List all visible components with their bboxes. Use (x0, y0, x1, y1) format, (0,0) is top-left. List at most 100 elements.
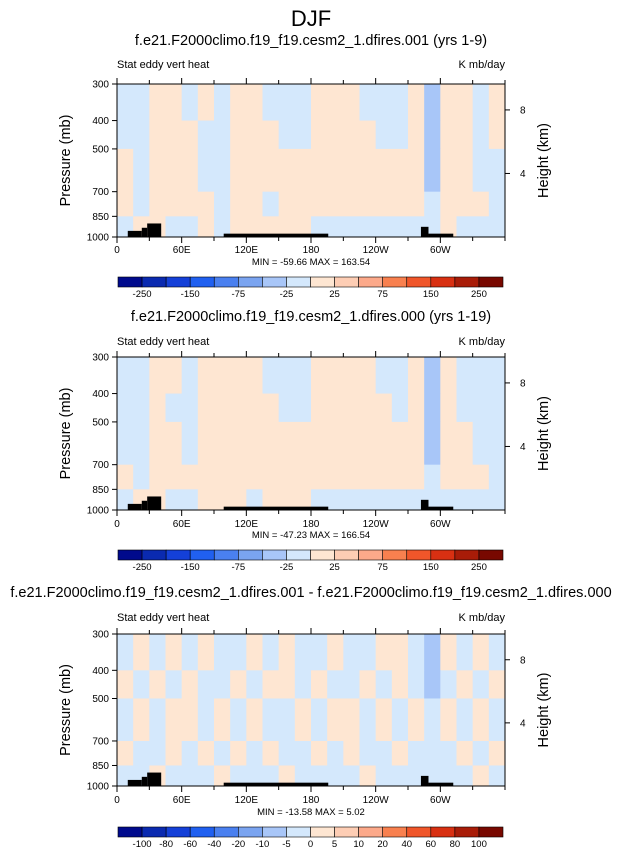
contour-cell (375, 393, 393, 423)
contour-cell (311, 357, 328, 395)
colorbar-label: -100 (133, 839, 152, 850)
x-tick-label: 0 (114, 245, 120, 256)
colorbar-label: 150 (423, 562, 439, 573)
colorbar-box (286, 826, 311, 838)
y2-tick-label: 4 (520, 718, 526, 729)
colorbar-box (213, 276, 239, 288)
contour-cell (165, 740, 183, 766)
contour-cell (181, 670, 199, 699)
colorbar-label: 60 (426, 839, 437, 850)
contour-cell (440, 765, 457, 787)
contour-cell (375, 765, 393, 787)
contour-cell (165, 216, 183, 238)
contour-cell (262, 216, 280, 238)
contour-cell (440, 191, 457, 217)
contour-cell (133, 464, 150, 490)
contour-cell (408, 765, 425, 787)
x-tick-label: 120E (235, 795, 259, 806)
contour-cell (165, 393, 183, 423)
panel-3: f.e21.F2000climo.f19_f19.cesm2_1.dfires.… (10, 585, 611, 850)
colorbar-box (262, 549, 287, 561)
colorbar-box (117, 549, 143, 561)
y-tick-label: 700 (92, 736, 109, 747)
contour-cell (440, 84, 457, 122)
contour-cell (197, 634, 215, 671)
contour-cell (488, 357, 506, 395)
contour-cell (294, 191, 312, 217)
contour-cell (214, 698, 231, 742)
contour-cell (278, 421, 296, 466)
contour-cell (472, 120, 490, 150)
colorbar-label: 250 (471, 289, 487, 300)
y-axis-title: Pressure (mb) (58, 664, 74, 756)
contour-cell (278, 148, 296, 193)
contour-cell (424, 421, 441, 466)
colorbar-box (406, 549, 432, 561)
colorbar-box (358, 826, 383, 838)
colorbar-box (238, 549, 263, 561)
contour-cell (278, 120, 296, 150)
contour-cell (133, 357, 150, 395)
colorbar-label: -5 (282, 839, 290, 850)
contour-cell (294, 670, 312, 699)
contour-cell (230, 464, 247, 490)
contour-cell (343, 216, 360, 238)
colorbar-box (478, 826, 504, 838)
contour-cell (149, 634, 166, 671)
contour-cell (456, 393, 474, 423)
contour-cell (149, 698, 166, 742)
topography-mask (420, 775, 429, 786)
variable-label: Stat eddy vert heat (117, 612, 209, 624)
x-tick-label: 60W (430, 795, 451, 806)
variable-label: Stat eddy vert heat (117, 59, 209, 71)
contour-cell (472, 634, 490, 671)
contour-cell (488, 216, 506, 238)
contour-cell (165, 191, 183, 217)
contour-cell (262, 489, 280, 511)
x-tick-label: 60E (173, 795, 191, 806)
contour-cell (181, 393, 199, 423)
contour-cell (488, 765, 506, 787)
contour-cell (230, 148, 247, 193)
colorbar-label: -75 (231, 562, 245, 573)
contour-cell (181, 634, 199, 671)
contour-cell (488, 393, 506, 423)
colorbar-box (286, 276, 311, 288)
contour-cell (230, 765, 247, 787)
min-max-label: MIN = -47.23 MAX = 166.54 (252, 530, 370, 541)
contour-cell (456, 670, 474, 699)
contour-cell (311, 148, 328, 193)
colorbar-box (406, 826, 432, 838)
contour-cell (359, 634, 377, 671)
contour-cell (181, 191, 199, 217)
contour-cell (456, 421, 474, 466)
colorbar: -100 -80 -60 -40 -20 -10 -5 0 5 10 20 40 60 80 100 (117, 826, 504, 850)
contour-cell (327, 670, 344, 699)
contour-cell (472, 148, 490, 193)
units-label: K mb/day (459, 59, 506, 71)
contour-cell (262, 765, 280, 787)
y-tick-label: 850 (92, 485, 109, 496)
y-tick-label: 300 (92, 80, 109, 91)
colorbar-box (382, 549, 408, 561)
contour-cell (278, 393, 296, 423)
units-label: K mb/day (459, 336, 506, 348)
colorbar-label: 10 (353, 839, 364, 850)
colorbar-label: -150 (181, 562, 200, 573)
x-tick-label: 180 (303, 519, 320, 530)
contour-cell (424, 634, 441, 671)
units-label: K mb/day (459, 612, 506, 624)
contour-cell (230, 393, 247, 423)
contour-cell (343, 393, 360, 423)
contour-cell (488, 670, 506, 699)
contour-cell (117, 670, 134, 699)
colorbar-box (430, 549, 456, 561)
contour-cell (149, 393, 166, 423)
contour-cell (375, 489, 393, 511)
contour-cell (294, 421, 312, 466)
contour-cell (262, 357, 280, 395)
contour-cell (246, 464, 263, 490)
contour-cell (262, 120, 280, 150)
y-tick-label: 400 (92, 666, 109, 677)
contour-cell (343, 740, 360, 766)
